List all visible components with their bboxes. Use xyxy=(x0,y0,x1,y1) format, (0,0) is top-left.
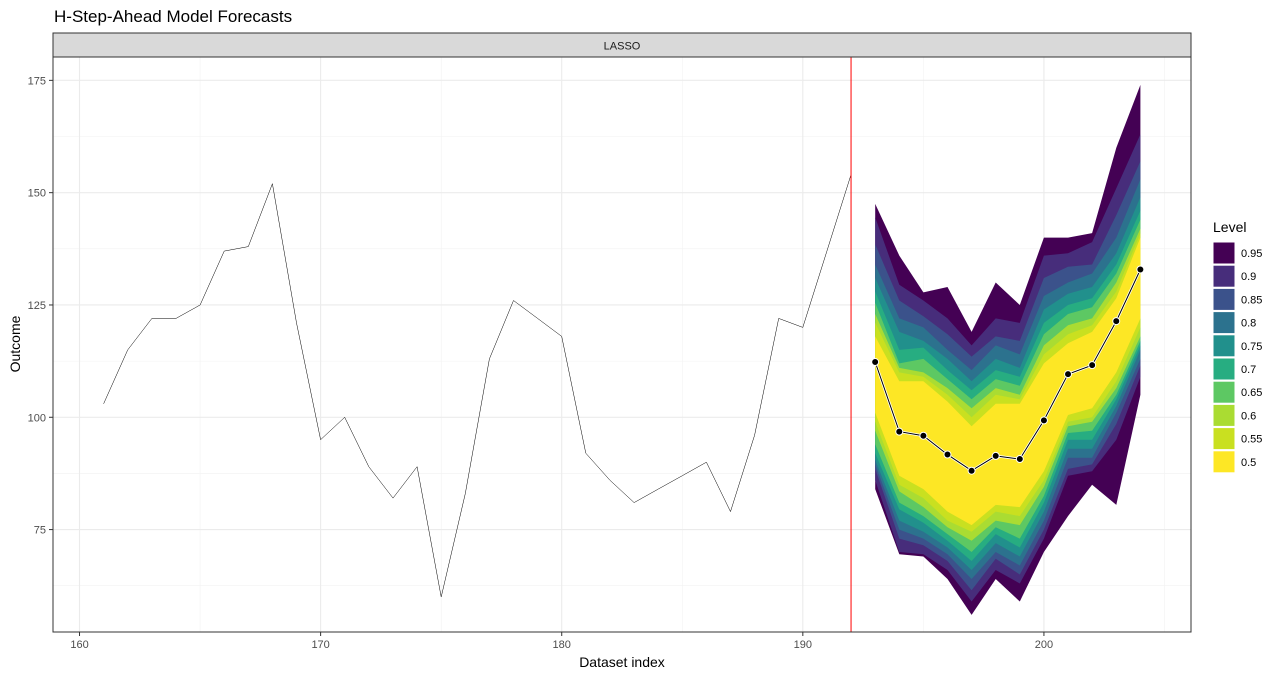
forecast-point xyxy=(1136,265,1145,274)
legend-key-0.65 xyxy=(1212,380,1236,404)
forecast-point xyxy=(1088,361,1097,370)
facet-strip: LASSO xyxy=(52,32,1192,58)
legend: Level 0.950.90.850.80.750.70.650.60.550.… xyxy=(1212,219,1262,474)
legend-key-0.6 xyxy=(1212,403,1236,427)
y-tick-label: 75 xyxy=(34,525,46,537)
facet-strip-background xyxy=(52,32,1192,58)
legend-label-0.55: 0.55 xyxy=(1241,434,1262,446)
axes: 160 170 180 190 200 75 100 125 150 175 xyxy=(28,75,1053,651)
legend-label-0.5: 0.5 xyxy=(1241,457,1256,469)
forecast-point xyxy=(919,431,928,440)
y-tick-label: 175 xyxy=(28,75,46,87)
forecast-point xyxy=(1112,317,1121,326)
y-tick-label: 150 xyxy=(28,188,46,200)
facet-strip-label: LASSO xyxy=(604,41,641,53)
forecast-point xyxy=(895,427,904,436)
forecast-series xyxy=(871,265,1145,475)
y-tick-label: 100 xyxy=(28,412,46,424)
panel-border xyxy=(52,56,1192,633)
legend-items: 0.95 0.9 0.85 0.8 0.75 0.7 0.65 0.6 0.55 0.5 xyxy=(1212,241,1262,474)
chart-title: H-Step-Ahead Model Forecasts xyxy=(54,7,292,26)
plot-panel xyxy=(52,56,1192,633)
forecast-line xyxy=(874,269,1141,472)
legend-label-0.6: 0.6 xyxy=(1241,410,1256,422)
legend-label-0.65: 0.65 xyxy=(1241,387,1262,399)
x-tick-label: 170 xyxy=(311,639,329,651)
forecast-point xyxy=(967,466,976,475)
legend-key-0.8 xyxy=(1212,311,1236,335)
legend-key-0.9 xyxy=(1212,264,1236,288)
legend-key-0.55 xyxy=(1212,427,1236,451)
x-tick-label: 160 xyxy=(70,639,88,651)
legend-label-0.9: 0.9 xyxy=(1241,271,1256,283)
legend-key-0.5 xyxy=(1212,450,1236,474)
forecast-point xyxy=(871,358,880,367)
x-tick-label: 180 xyxy=(553,639,571,651)
prediction-interval-bands xyxy=(875,84,1141,615)
legend-key-0.85 xyxy=(1212,287,1236,311)
legend-label-0.75: 0.75 xyxy=(1241,341,1262,353)
legend-label-0.8: 0.8 xyxy=(1241,318,1256,330)
y-tick-label: 125 xyxy=(28,300,46,312)
forecast-point xyxy=(991,451,1000,460)
legend-label-0.7: 0.7 xyxy=(1241,364,1256,376)
y-axis-title: Outcome xyxy=(7,315,23,372)
legend-key-0.7 xyxy=(1212,357,1236,381)
legend-label-0.95: 0.95 xyxy=(1241,248,1262,260)
forecast-point xyxy=(1064,370,1073,379)
legend-title: Level xyxy=(1213,219,1246,235)
history-line xyxy=(103,174,852,598)
forecast-point xyxy=(1039,416,1048,425)
x-axis-title: Dataset index xyxy=(579,654,665,670)
x-tick-label: 190 xyxy=(794,639,812,651)
interval-band-0.5 xyxy=(875,237,1141,526)
forecast-point xyxy=(1015,455,1024,464)
legend-key-0.75 xyxy=(1212,334,1236,358)
forecast-point xyxy=(943,450,952,459)
legend-label-0.85: 0.85 xyxy=(1241,294,1262,306)
x-tick-label: 200 xyxy=(1035,639,1053,651)
legend-key-0.95 xyxy=(1212,241,1236,265)
history-series xyxy=(103,174,852,598)
